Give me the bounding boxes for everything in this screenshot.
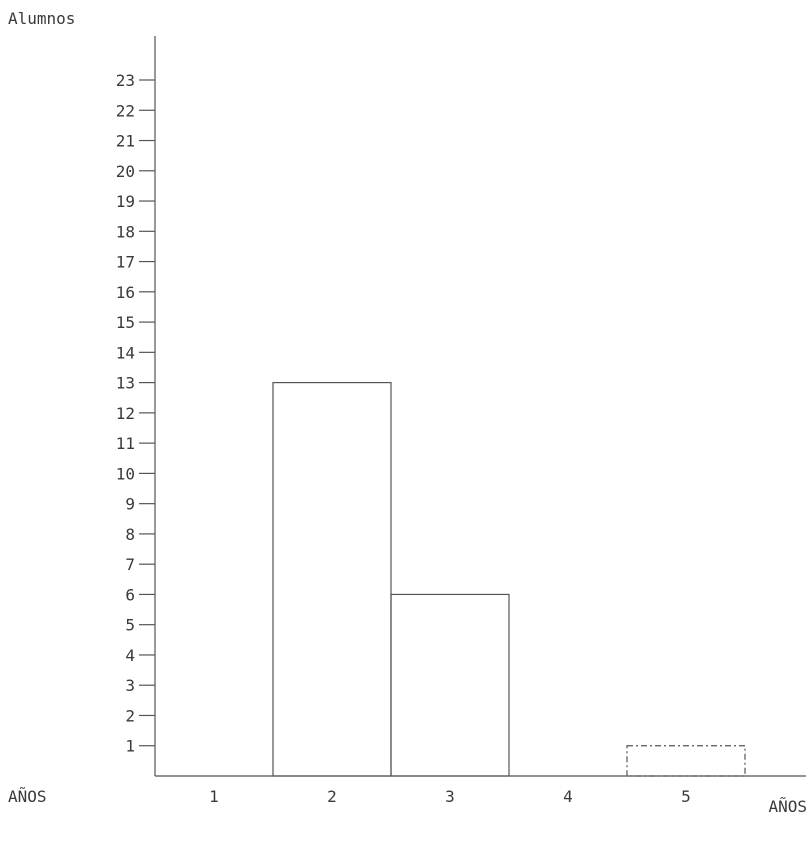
y-tick-label: 4 bbox=[125, 646, 135, 665]
bar bbox=[272, 382, 392, 777]
bars-group bbox=[272, 382, 746, 777]
y-tick-label: 19 bbox=[116, 192, 135, 211]
y-tick-label: 21 bbox=[116, 132, 135, 151]
y-tick-label: 14 bbox=[116, 343, 135, 362]
y-tick-label: 20 bbox=[116, 162, 135, 181]
y-tick-label: 8 bbox=[125, 525, 135, 544]
x-tick-label: 5 bbox=[681, 787, 691, 806]
y-tick-label: 12 bbox=[116, 404, 135, 423]
y-tick-label: 1 bbox=[125, 737, 135, 756]
y-tick-label: 3 bbox=[125, 676, 135, 695]
bar bbox=[626, 745, 746, 777]
y-axis-label: Alumnos bbox=[8, 9, 75, 28]
y-tick-label: 5 bbox=[125, 616, 135, 635]
x-tick-label: 2 bbox=[327, 787, 337, 806]
y-tick-label: 2 bbox=[125, 706, 135, 725]
y-tick-label: 11 bbox=[116, 434, 135, 453]
y-tick-label: 22 bbox=[116, 101, 135, 120]
bar bbox=[390, 593, 510, 777]
x-axis-label-left: AÑOS bbox=[8, 787, 47, 806]
y-tick-label: 13 bbox=[116, 374, 135, 393]
y-tick-label: 16 bbox=[116, 283, 135, 302]
x-tick-label: 3 bbox=[445, 787, 455, 806]
x-tick-labels-group: 1 2 3 4 5 bbox=[209, 787, 691, 806]
y-tick-label: 9 bbox=[125, 495, 135, 514]
x-tick-label: 1 bbox=[209, 787, 219, 806]
x-tick-label: 4 bbox=[563, 787, 573, 806]
x-axis-label-right: AÑOS bbox=[768, 797, 807, 816]
y-tick-label: 18 bbox=[116, 222, 135, 241]
y-tick-label: 6 bbox=[125, 585, 135, 604]
y-tick-label: 10 bbox=[116, 464, 135, 483]
y-tick-label: 17 bbox=[116, 253, 135, 272]
y-tick-label: 15 bbox=[116, 313, 135, 332]
y-tick-label: 7 bbox=[125, 555, 135, 574]
y-tick-label: 23 bbox=[116, 71, 135, 90]
